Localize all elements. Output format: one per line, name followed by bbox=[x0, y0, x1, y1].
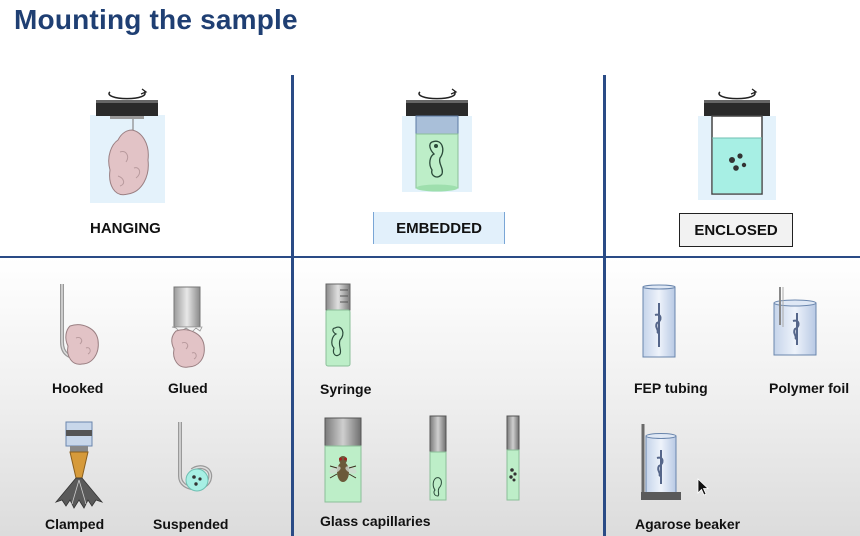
suspended-illustration bbox=[178, 422, 213, 492]
page-title: Mounting the sample bbox=[14, 4, 298, 35]
capillary-embryo-illustration bbox=[429, 415, 447, 501]
caption-syringe: Syringe bbox=[320, 381, 372, 397]
mouse-cursor-icon bbox=[697, 478, 710, 496]
label-enclosed: ENCLOSED bbox=[694, 221, 778, 239]
capillary-spheroid-illustration bbox=[506, 415, 520, 501]
caption-agarose-beaker: Agarose beaker bbox=[635, 516, 741, 532]
hanging-illustration bbox=[90, 88, 165, 203]
caption-glued: Glued bbox=[168, 380, 208, 396]
divider-right bbox=[603, 75, 606, 536]
caption-fep-tubing: FEP tubing bbox=[634, 380, 708, 396]
glued-illustration bbox=[171, 286, 205, 368]
caption-clamped: Clamped bbox=[45, 516, 105, 532]
caption-glass-capillaries: Glass capillaries bbox=[320, 513, 431, 529]
caption-suspended: Suspended bbox=[153, 516, 229, 532]
enclosed-label-box: ENCLOSED bbox=[679, 213, 793, 247]
embedded-label-box: EMBEDDED bbox=[373, 212, 505, 244]
divider-horizontal bbox=[0, 256, 860, 258]
divider-left bbox=[291, 75, 294, 536]
clamped-illustration bbox=[54, 421, 104, 509]
embedded-illustration bbox=[402, 88, 472, 192]
label-hanging: HANGING bbox=[90, 220, 161, 237]
capillary-fly-illustration bbox=[324, 417, 362, 503]
hooked-illustration bbox=[60, 284, 99, 365]
enclosed-illustration bbox=[698, 88, 776, 200]
caption-polymer-foil: Polymer foil bbox=[769, 380, 850, 396]
agarose-beaker-illustration bbox=[641, 424, 681, 500]
fep-tubing-illustration bbox=[642, 284, 676, 358]
caption-hooked: Hooked bbox=[52, 380, 104, 396]
syringe-illustration bbox=[325, 283, 351, 367]
polymer-foil-illustration bbox=[773, 287, 817, 356]
label-embedded: EMBEDDED bbox=[396, 219, 482, 237]
